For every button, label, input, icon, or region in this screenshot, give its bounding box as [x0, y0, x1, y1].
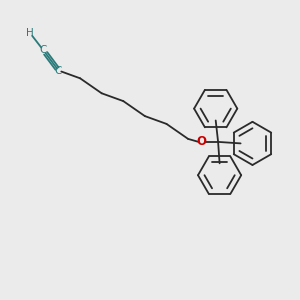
- Text: H: H: [26, 28, 34, 38]
- Text: C: C: [55, 65, 62, 76]
- Text: C: C: [40, 45, 47, 56]
- Text: O: O: [196, 135, 207, 148]
